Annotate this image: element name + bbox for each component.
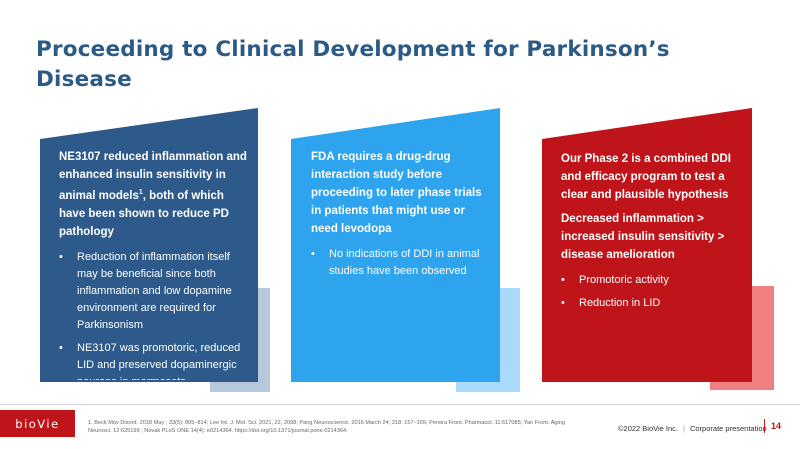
panel-3-lead: Our Phase 2 is a combined DDI and effica… bbox=[561, 153, 731, 201]
list-item: • Promotoric activity bbox=[561, 274, 669, 286]
panel-2-lead: FDA requires a drug-drug interaction stu… bbox=[311, 151, 482, 235]
bullet-text: Reduction of inflammation itself may be … bbox=[77, 250, 232, 331]
presentation-label: Corporate presentation bbox=[689, 424, 767, 433]
list-item: • Reduction of inflammation itself may be… bbox=[59, 250, 232, 331]
bullet-text: Reduction in LID bbox=[579, 297, 661, 309]
panel-3-lead-2: Decreased inflammation > increased insul… bbox=[561, 213, 725, 261]
panel-2: FDA requires a drug-drug interaction stu… bbox=[311, 148, 491, 378]
logo-text: bioVie bbox=[15, 416, 60, 431]
copyright-text: ©2022 BioVie Inc. bbox=[618, 424, 679, 433]
panel-3-background bbox=[542, 108, 752, 382]
bullet-text: No indications of DDI in animal studies … bbox=[329, 248, 480, 277]
panel-1-lead: NE3107 reduced inflammation and enhanced… bbox=[59, 151, 247, 238]
bullet-text: Promotoric activity bbox=[579, 274, 669, 286]
panel-1-bullets: • Reduction of inflammation itself may be… bbox=[59, 249, 247, 380]
list-item: • Reduction in LID bbox=[561, 297, 661, 309]
bullet-text: NE3107 was promotoric, reduced LID and p… bbox=[77, 341, 241, 380]
panel-2-background bbox=[291, 108, 500, 382]
list-item: • NE3107 was promotoric, reduced LID and … bbox=[59, 340, 247, 380]
biovie-logo: bioVie bbox=[0, 410, 75, 437]
panel-1-background bbox=[40, 108, 258, 382]
panel-2-bullets: • No indications of DDI in animal studies… bbox=[311, 246, 491, 280]
page-number: 14 bbox=[764, 419, 781, 433]
references: 1. Beck Mov Disord. 2018 May ; 33(5): 80… bbox=[88, 420, 565, 434]
panel-1: NE3107 reduced inflammation and enhanced… bbox=[59, 148, 247, 380]
panel-3: Our Phase 2 is a combined DDI and effica… bbox=[561, 150, 743, 378]
panel-3-bullets: • Promotoric activity • Reduction in LID bbox=[561, 272, 743, 312]
copyright: ©2022 BioVie Inc. | Corporate presentation bbox=[618, 424, 767, 433]
list-item: • No indications of DDI in animal studies… bbox=[311, 248, 480, 277]
slide-title: Proceeding to Clinical Development for P… bbox=[36, 37, 670, 92]
footer-divider bbox=[0, 404, 800, 405]
